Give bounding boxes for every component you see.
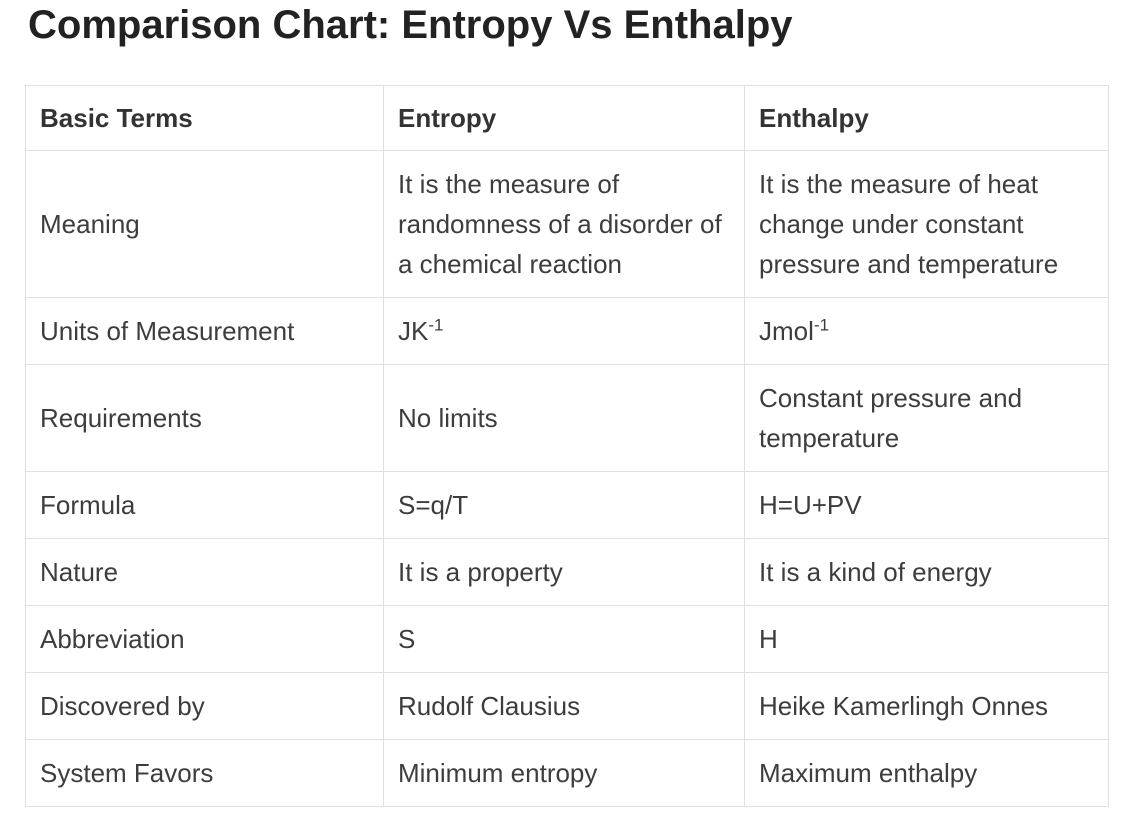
unit-base: JK — [398, 316, 429, 346]
table-header-row: Basic Terms Entropy Enthalpy — [25, 85, 1109, 151]
enthalpy-cell: Maximum enthalpy — [744, 739, 1109, 807]
term-cell: Abbreviation — [25, 605, 384, 673]
term-cell: Units of Measurement — [25, 297, 384, 365]
entropy-cell: S=q/T — [383, 471, 745, 539]
enthalpy-cell: It is the measure of heat change under c… — [744, 150, 1109, 298]
unit-superscript: -1 — [428, 315, 444, 335]
entropy-cell: It is a property — [383, 538, 745, 606]
enthalpy-cell: H=U+PV — [744, 471, 1109, 539]
enthalpy-cell: H — [744, 605, 1109, 673]
table-row-discovered-by: Discovered by Rudolf Clausius Heike Kame… — [25, 672, 1109, 740]
entropy-cell: S — [383, 605, 745, 673]
entropy-cell: No limits — [383, 364, 745, 472]
table-row-nature: Nature It is a property It is a kind of … — [25, 538, 1109, 606]
entropy-cell: JK-1 — [383, 297, 745, 365]
table-row-system-favors: System Favors Minimum entropy Maximum en… — [25, 739, 1109, 807]
comparison-table: Basic Terms Entropy Enthalpy Meaning It … — [25, 85, 1109, 807]
entropy-cell: It is the measure of randomness of a dis… — [383, 150, 745, 298]
term-cell: Nature — [25, 538, 384, 606]
table-row-abbreviation: Abbreviation S H — [25, 605, 1109, 673]
column-header-enthalpy: Enthalpy — [744, 85, 1109, 151]
entropy-cell: Rudolf Clausius — [383, 672, 745, 740]
term-cell: Requirements — [25, 364, 384, 472]
enthalpy-cell: Constant pressure and temperature — [744, 364, 1109, 472]
column-header-basic-terms: Basic Terms — [25, 85, 384, 151]
enthalpy-cell: Jmol-1 — [744, 297, 1109, 365]
table-row-formula: Formula S=q/T H=U+PV — [25, 471, 1109, 539]
table-row-meaning: Meaning It is the measure of randomness … — [25, 150, 1109, 298]
term-cell: Discovered by — [25, 672, 384, 740]
column-header-entropy: Entropy — [383, 85, 745, 151]
unit-base: Jmol — [759, 316, 814, 346]
enthalpy-cell: Heike Kamerlingh Onnes — [744, 672, 1109, 740]
term-cell: Formula — [25, 471, 384, 539]
term-cell: Meaning — [25, 150, 384, 298]
entropy-cell: Minimum entropy — [383, 739, 745, 807]
term-cell: System Favors — [25, 739, 384, 807]
table-row-units: Units of Measurement JK-1 Jmol-1 — [25, 297, 1109, 365]
table-row-requirements: Requirements No limits Constant pressure… — [25, 364, 1109, 472]
unit-superscript: -1 — [813, 315, 830, 335]
enthalpy-cell: It is a kind of energy — [744, 538, 1109, 606]
page-title: Comparison Chart: Entropy Vs Enthalpy — [28, 3, 793, 47]
